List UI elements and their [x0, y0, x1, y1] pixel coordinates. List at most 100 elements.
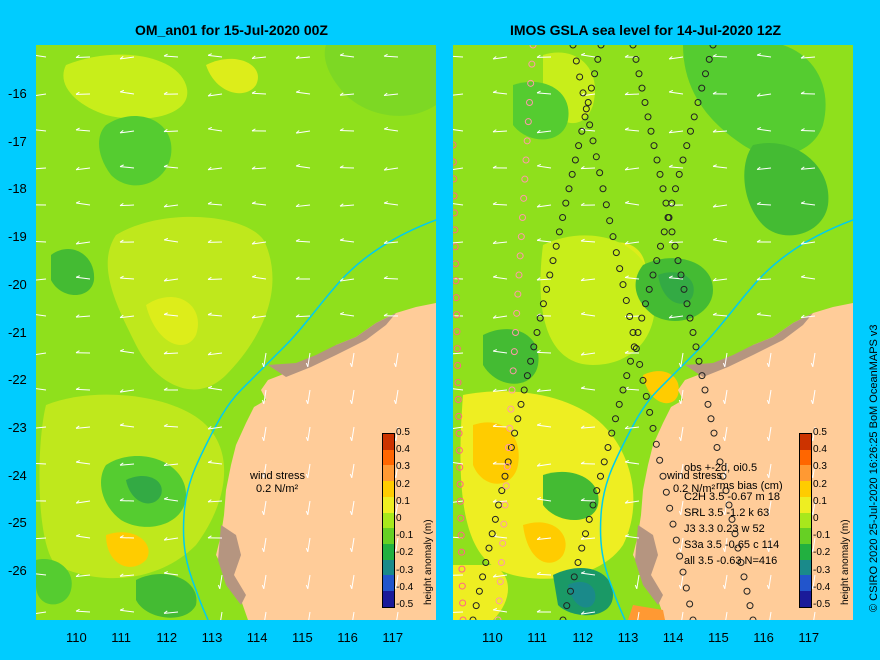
wind-arrow	[453, 278, 464, 280]
right-x-tick-label: 117	[798, 630, 820, 645]
wind-arrow-head	[492, 165, 497, 169]
wind-arrow-head	[492, 574, 497, 578]
altimetry-observation	[674, 257, 682, 265]
wind-arrow	[536, 351, 552, 354]
wind-arrow-head	[261, 473, 265, 479]
wind-arrow	[492, 130, 508, 133]
altimetry-observation	[740, 573, 748, 581]
wind-arrow-head	[800, 128, 805, 131]
wind-arrow-head	[766, 584, 770, 590]
wind-arrow-head	[580, 52, 586, 56]
altimetry-observation	[503, 463, 511, 471]
wind-arrow-head	[536, 313, 541, 317]
wind-arrow	[768, 537, 772, 552]
altimetry-observation	[686, 314, 694, 322]
wind-arrow	[252, 276, 267, 280]
wind-arrow-head	[119, 608, 124, 611]
wind-arrow-head	[580, 202, 585, 206]
wind-arrow-head	[492, 607, 498, 611]
wind-arrow	[801, 56, 816, 59]
wind-arrow-head	[207, 426, 212, 430]
colorbar-swatch	[800, 575, 811, 592]
y-tick-label: -21	[8, 324, 27, 340]
altimetry-observation	[453, 175, 458, 183]
wind-arrow-head	[75, 166, 80, 171]
altimetry-observation	[629, 45, 637, 49]
wind-arrow	[208, 93, 223, 97]
altimetry-observation	[520, 386, 528, 394]
right-obs-subheader: rms bias (cm)	[716, 480, 783, 493]
wind-arrow-head	[305, 473, 309, 479]
wind-arrow-head	[75, 314, 80, 318]
wind-arrow	[581, 537, 596, 540]
left-map-panel[interactable]	[36, 45, 436, 620]
wind-arrow-head	[580, 571, 585, 574]
wind-arrow	[75, 610, 91, 613]
wind-arrow	[680, 500, 684, 515]
wind-arrow-head	[383, 276, 388, 279]
wind-arrow	[768, 463, 772, 478]
right-obs-header: obs +-2d, oi0.5	[684, 462, 757, 475]
altimetry-observation	[641, 99, 649, 106]
wind-arrow	[768, 574, 772, 589]
wind-arrow-head	[536, 277, 541, 281]
wind-arrow-head	[207, 535, 212, 539]
altimetry-observation	[680, 285, 688, 293]
wind-arrow-head	[800, 241, 805, 245]
altimetry-observation	[502, 482, 510, 490]
wind-arrow	[537, 130, 552, 134]
altimetry-observation	[668, 228, 676, 236]
altimetry-observation	[514, 290, 522, 298]
altimetry-observation	[657, 242, 664, 250]
right-x-tick-label: 112	[572, 630, 594, 645]
left-wind-stress-label: wind stress 0.2 N/m²	[250, 470, 305, 496]
left-low-blob	[51, 249, 95, 295]
wind-arrow-head	[624, 425, 629, 429]
wind-arrow-head	[678, 399, 682, 405]
wind-arrow-head	[800, 314, 805, 319]
wind-arrow	[581, 572, 596, 576]
wind-arrow-head	[492, 388, 497, 392]
altimetry-observation	[528, 60, 536, 68]
wind-arrow-head	[305, 436, 309, 442]
altimetry-observation	[701, 386, 709, 394]
wind-arrow	[395, 426, 399, 441]
right-panel-title: IMOS GSLA sea level for 14-Jul-2020 12Z	[510, 22, 782, 38]
wind-arrow	[669, 277, 684, 280]
wind-arrow	[813, 611, 816, 620]
wind-arrow-head	[678, 362, 682, 368]
wind-arrow	[493, 91, 508, 95]
right-x-tick-label: 114	[662, 630, 684, 645]
altimetry-observation	[676, 552, 684, 560]
colorbar-tick-label: 0.5	[396, 427, 410, 438]
wind-arrow	[296, 56, 311, 59]
wind-arrow	[537, 389, 552, 392]
right-colorbar	[799, 433, 812, 608]
colorbar-swatch	[800, 465, 811, 482]
wind-arrow	[36, 426, 47, 429]
altimetry-observation	[536, 314, 544, 322]
wind-arrow-head	[492, 349, 498, 352]
wind-arrow	[384, 167, 399, 171]
altimetry-observation	[660, 228, 668, 236]
altimetry-observation	[546, 271, 554, 279]
copyright-text: © CSIRO 2020 25-Jul-2020 16:26:25 BoM Oc…	[868, 324, 880, 612]
wind-arrow	[581, 129, 596, 132]
altimetry-observation	[529, 45, 537, 49]
wind-arrow-head	[207, 351, 212, 356]
altimetry-observation	[743, 587, 751, 595]
altimetry-observation	[636, 360, 644, 368]
wind-arrow	[36, 93, 47, 96]
colorbar-swatch	[383, 591, 394, 607]
wind-arrow-head	[339, 311, 345, 315]
altimetry-observation	[619, 281, 627, 289]
wind-arrow	[536, 573, 552, 576]
altimetry-observation	[579, 89, 587, 97]
altimetry-observation	[510, 348, 518, 356]
right-map-panel[interactable]	[453, 45, 853, 620]
wind-arrow	[812, 352, 816, 367]
altimetry-observation	[672, 185, 679, 193]
altimetry-observation	[453, 311, 461, 319]
wind-arrow-head	[668, 89, 674, 93]
wind-arrow	[120, 424, 135, 428]
